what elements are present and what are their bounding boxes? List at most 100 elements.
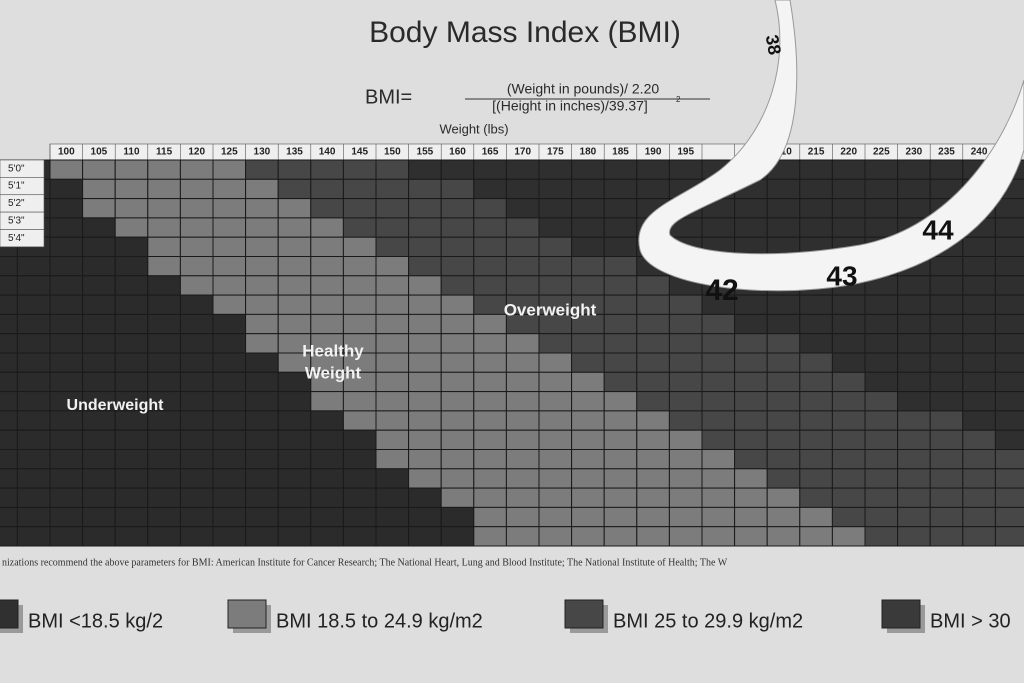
cell [440, 313, 475, 335]
cell [864, 198, 899, 219]
cell [408, 371, 442, 393]
cell [82, 198, 116, 219]
cell [962, 371, 996, 393]
cell [994, 256, 1024, 277]
cell [701, 217, 736, 238]
cell [766, 391, 801, 412]
cell [897, 468, 931, 489]
cell [831, 526, 866, 547]
cell [440, 449, 475, 470]
cell [766, 294, 801, 315]
cell [701, 429, 736, 451]
cell [375, 429, 410, 451]
cell [701, 410, 736, 431]
cell [147, 198, 181, 219]
cell [929, 449, 964, 470]
tape-body [638, 0, 1024, 292]
cell [375, 487, 410, 508]
cell [636, 506, 670, 528]
cell [179, 217, 214, 238]
cell [245, 275, 279, 296]
cell [440, 352, 475, 373]
cell [897, 313, 931, 335]
cell [179, 506, 214, 528]
cell [82, 526, 116, 547]
cell [636, 410, 670, 431]
cell [82, 333, 116, 354]
cell [440, 468, 475, 489]
cell [538, 333, 573, 354]
weight-header: 175 [547, 147, 564, 158]
cell [0, 526, 18, 547]
cell [277, 391, 312, 412]
cell [212, 371, 247, 393]
cell [0, 294, 18, 315]
cell [668, 410, 703, 431]
cell [505, 236, 540, 257]
cell [994, 198, 1024, 219]
cell [571, 526, 605, 547]
cell [505, 506, 540, 528]
cell [766, 198, 801, 219]
cell [342, 178, 377, 200]
cell [245, 333, 279, 354]
cell [831, 487, 866, 508]
cell [929, 526, 964, 547]
cell [962, 526, 996, 547]
cell [147, 159, 181, 180]
cell [375, 333, 410, 354]
cell [82, 371, 116, 393]
cell [277, 468, 312, 489]
cell [603, 294, 638, 315]
bmi-grid: 100 105 110 115 120 125 130 135 140 145 150 155 160 1… [0, 143, 1024, 547]
cell [799, 352, 833, 373]
cell [245, 178, 279, 200]
cell [49, 487, 84, 508]
cell [538, 391, 573, 412]
cell [49, 352, 84, 373]
cell [505, 371, 540, 393]
cell [897, 352, 931, 373]
cell [49, 294, 84, 315]
cell [766, 371, 801, 393]
region-label: Weight [305, 363, 362, 382]
weight-header: 180 [580, 147, 597, 158]
cell [505, 429, 540, 451]
cell [49, 468, 84, 489]
cell [864, 371, 899, 393]
cell [473, 526, 507, 547]
cell [831, 333, 866, 354]
cell [375, 159, 410, 180]
cell [0, 313, 18, 335]
cell [701, 313, 736, 335]
cell [49, 506, 84, 528]
cell [897, 275, 931, 296]
cell [114, 506, 149, 528]
cell [375, 391, 410, 412]
weight-header: 155 [417, 147, 434, 158]
cell [82, 313, 116, 335]
cell [212, 178, 247, 200]
cell [538, 487, 573, 508]
cell [375, 506, 410, 528]
cell [310, 410, 344, 431]
cell [310, 178, 344, 200]
cell [212, 333, 247, 354]
cell [962, 410, 996, 431]
cell [864, 178, 899, 200]
cell [440, 526, 475, 547]
cell [408, 178, 442, 200]
cell [897, 178, 931, 200]
cell [375, 236, 410, 257]
cell [538, 506, 573, 528]
cell [864, 468, 899, 489]
weight-header: 160 [449, 147, 466, 158]
cell [897, 487, 931, 508]
cell [994, 352, 1024, 373]
cell [82, 294, 116, 315]
weight-header: 165 [482, 147, 499, 158]
cell [636, 313, 670, 335]
cell [571, 429, 605, 451]
cell [962, 506, 996, 528]
cell [473, 371, 507, 393]
